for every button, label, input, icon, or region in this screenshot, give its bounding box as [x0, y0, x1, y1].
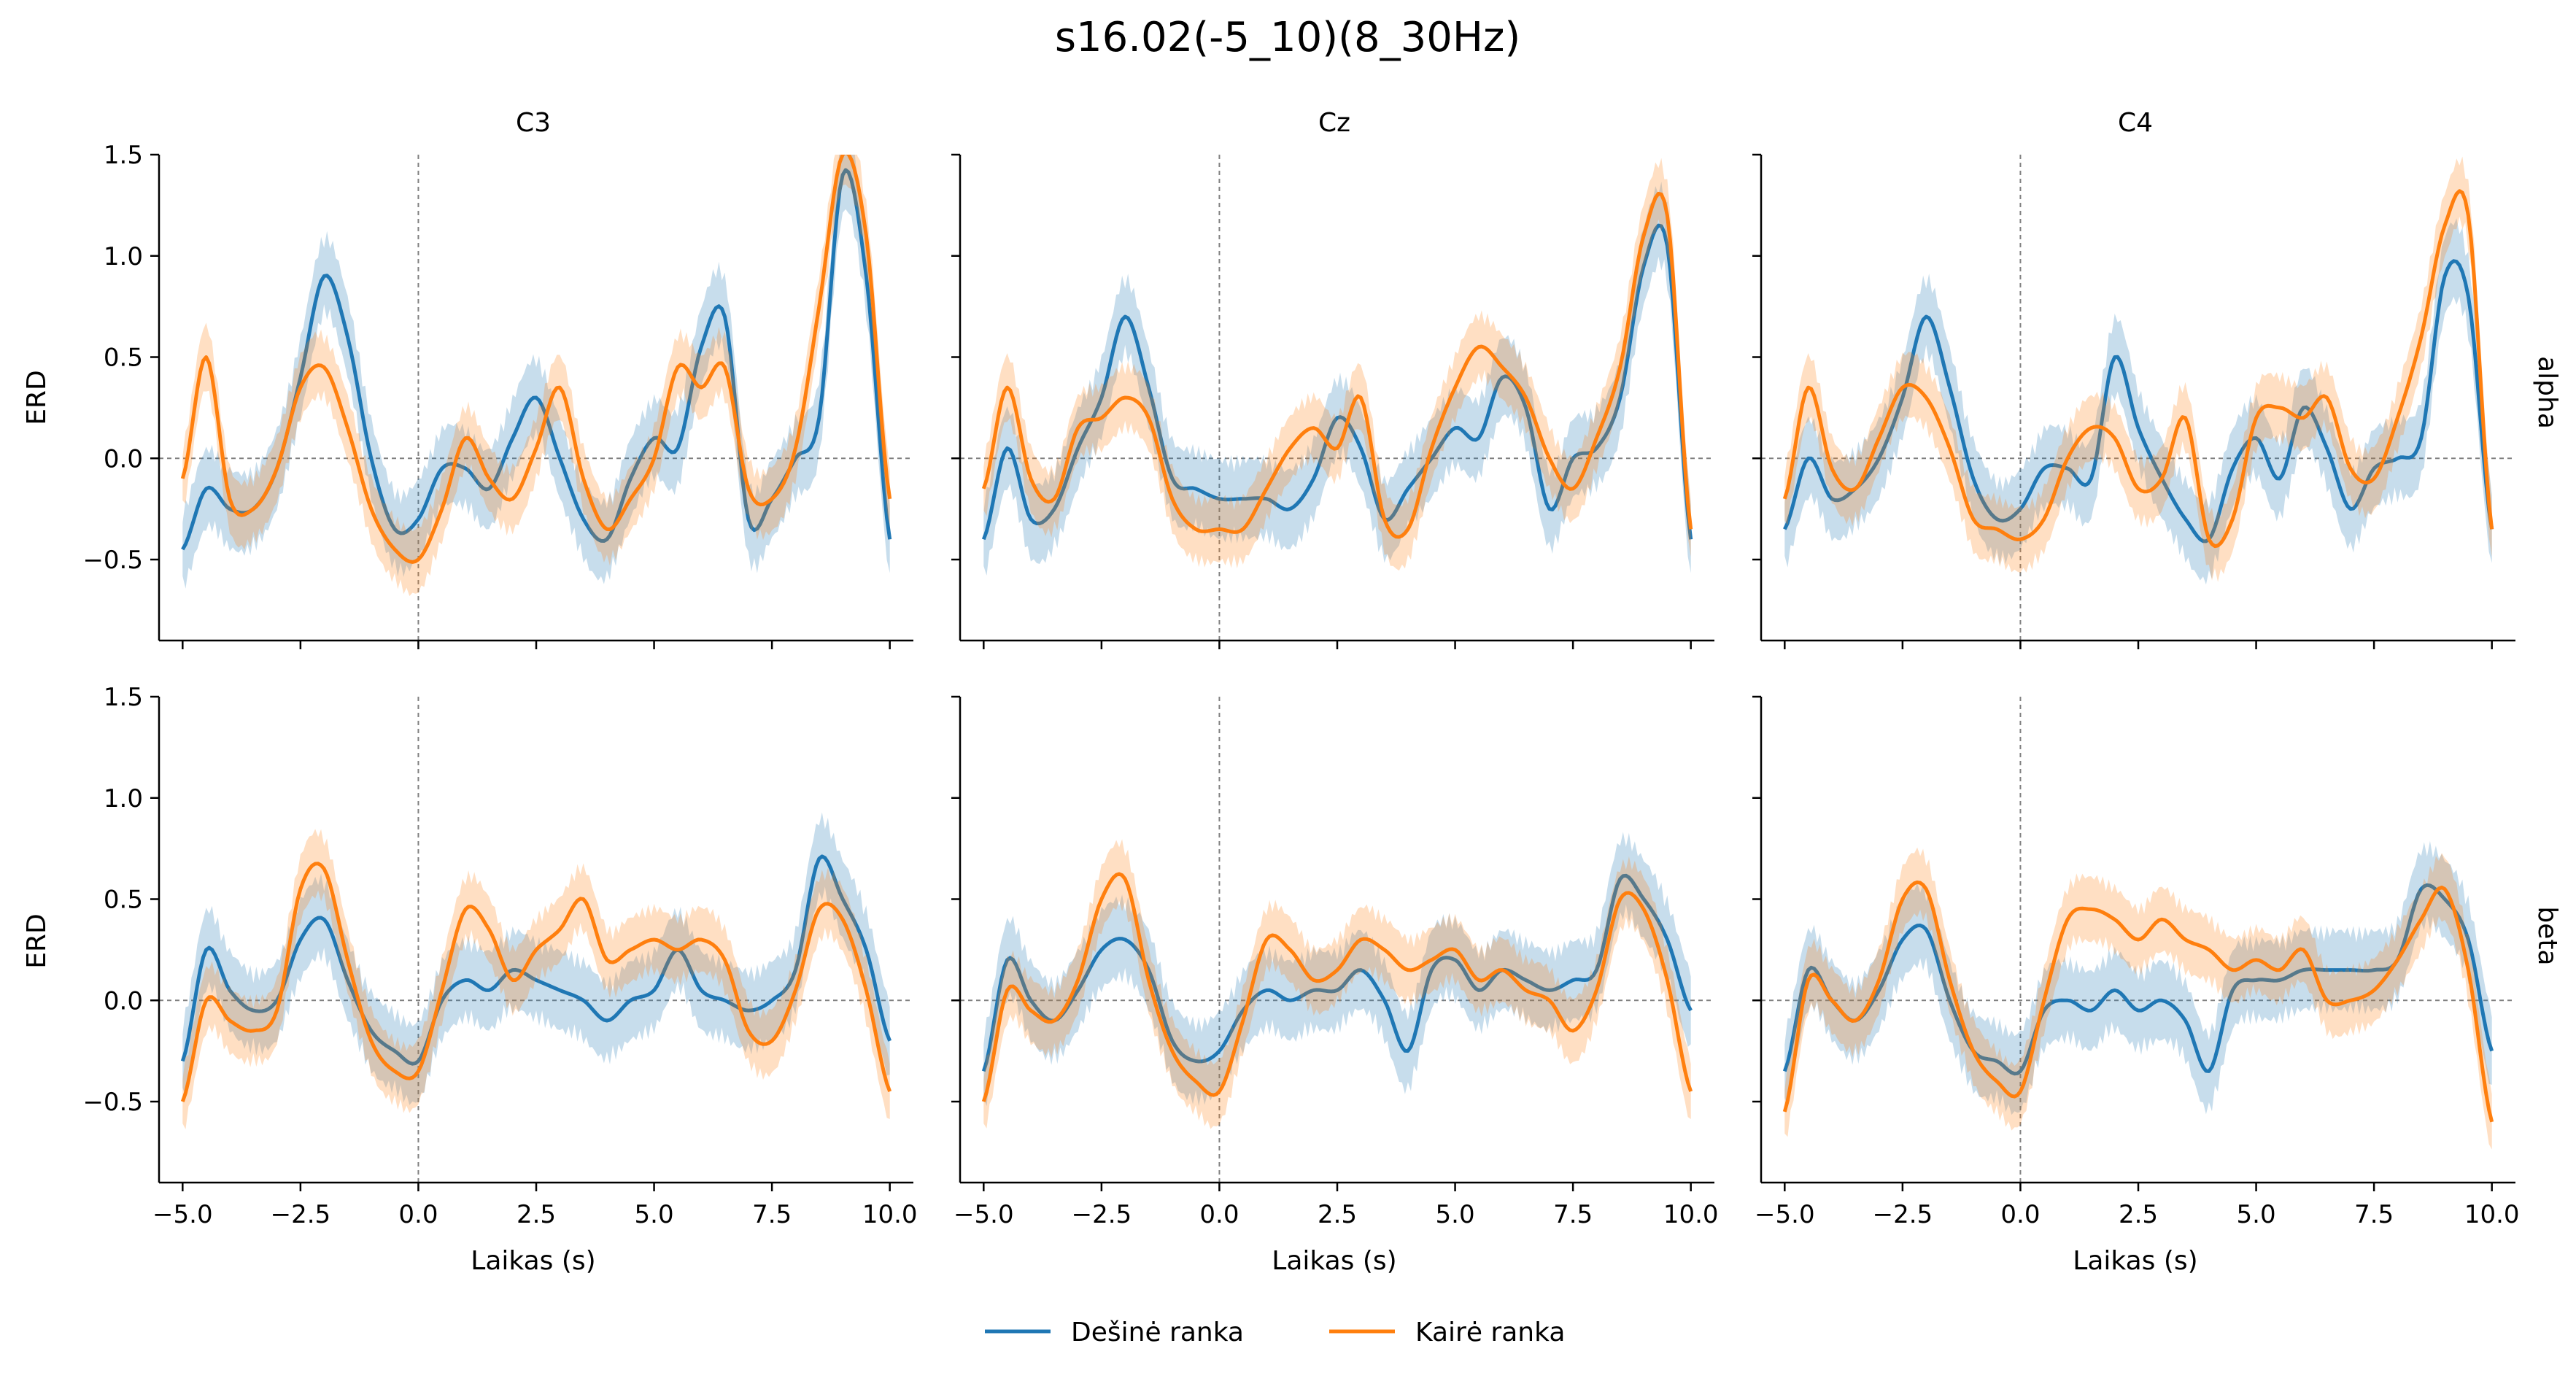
x-tick-label-c3-beta: 10.0: [862, 1200, 918, 1229]
line-right-hand-c4-alpha: [1783, 259, 2494, 543]
x-tick-label-c3-beta: 2.5: [517, 1200, 556, 1229]
panel-c4-beta: −5.0 −2.5 0.0 2.5 5.0 7.5 10.0: [1752, 695, 2520, 1229]
series-group-c4-beta: [1782, 840, 2494, 1150]
legend-label-right-hand: Dešinė ranka: [1071, 1318, 1244, 1347]
x-tick-label-c4-beta: 0.0: [2000, 1200, 2040, 1229]
band-right-hand-c3-beta: [182, 812, 890, 1105]
ylabel-beta: ERD: [22, 913, 52, 968]
panel-c3-alpha: −0.5 0.0 0.5 1.0 1.5: [82, 141, 913, 649]
panel-c3-beta: −0.5 0.0 0.5 1.0 1.5 −5.0 −2.5 0.0 2.5 5.0 7.5 10.0: [82, 683, 917, 1229]
col-title-c3: C3: [516, 108, 551, 138]
x-tick-label-c3-beta: 5.0: [635, 1200, 674, 1229]
series-group-c3-beta: [180, 812, 892, 1129]
x-tick-label-c4-beta: 2.5: [2119, 1200, 2158, 1229]
panels-group: −0.5 0.0 0.5 1.0 1.5 −0.5 0.0 0.5 1.0 1.5 −5.0 −2.5…: [82, 141, 2520, 1229]
figure-title: s16.02(-5_10)(8_30Hz): [1055, 14, 1520, 61]
col-title-cz: Cz: [1318, 108, 1350, 138]
row-label-beta: beta: [2532, 906, 2562, 965]
line-left-hand-c3-beta: [180, 862, 892, 1102]
y-tick-label-c3-beta: 0.5: [104, 886, 143, 915]
xlabel-cz: Laikas (s): [1272, 1246, 1396, 1276]
band-left-hand-c4-beta: [1784, 847, 2492, 1150]
y-tick-label-c3-alpha: −0.5: [82, 546, 143, 575]
ylabel-alpha: ERD: [22, 370, 52, 425]
band-left-hand-cz-beta: [983, 839, 1691, 1129]
legend: Dešinė ranka Kairė ranka: [985, 1318, 1565, 1347]
series-group-cz-alpha: [981, 158, 1693, 576]
series-group-c4-alpha: [1782, 156, 2494, 585]
x-tick-label-c3-beta: 7.5: [752, 1200, 792, 1229]
x-tick-label-cz-beta: −2.5: [1072, 1200, 1132, 1229]
x-tick-label-c3-beta: −2.5: [271, 1200, 331, 1229]
panel-cz-alpha: [951, 153, 1714, 649]
line-left-hand-c4-alpha: [1782, 189, 2494, 549]
y-tick-label-c3-beta: −0.5: [82, 1088, 143, 1117]
band-left-hand-c4-alpha: [1784, 156, 2492, 582]
x-tick-label-cz-beta: 7.5: [1553, 1200, 1593, 1229]
x-tick-label-c3-beta: 0.0: [398, 1200, 438, 1229]
series-group-cz-beta: [981, 832, 1693, 1129]
col-title-c4: C4: [2118, 108, 2153, 138]
x-tick-label-cz-beta: 5.0: [1436, 1200, 1475, 1229]
x-tick-label-c4-beta: 10.0: [2464, 1200, 2520, 1229]
series-group-c3-alpha: [180, 155, 892, 596]
band-right-hand-c3-alpha: [182, 155, 890, 589]
x-tick-label-cz-beta: −5.0: [954, 1200, 1014, 1229]
panel-c4-alpha: [1752, 153, 2515, 649]
x-tick-label-c4-beta: 5.0: [2237, 1200, 2276, 1229]
line-right-hand-cz-beta: [981, 873, 1693, 1072]
line-right-hand-c3-beta: [180, 854, 892, 1066]
y-tick-label-c3-alpha: 1.0: [104, 242, 143, 271]
x-tick-label-cz-beta: 0.0: [1199, 1200, 1239, 1229]
line-right-hand-cz-alpha: [981, 223, 1693, 541]
band-right-hand-c4-alpha: [1784, 218, 2492, 585]
legend-label-left-hand: Kairė ranka: [1415, 1318, 1565, 1347]
band-right-hand-c4-beta: [1784, 840, 2492, 1115]
line-left-hand-c3-alpha: [180, 155, 892, 564]
x-tick-label-cz-beta: 2.5: [1318, 1200, 1357, 1229]
xlabel-c4: Laikas (s): [2073, 1246, 2197, 1276]
band-right-hand-cz-alpha: [983, 182, 1691, 576]
x-tick-label-cz-beta: 10.0: [1663, 1200, 1719, 1229]
x-tick-label-c3-beta: −5.0: [152, 1200, 213, 1229]
y-tick-label-c3-alpha: 0.0: [104, 444, 143, 473]
y-tick-label-c3-beta: 0.0: [104, 986, 143, 1016]
x-tick-label-c4-beta: −5.0: [1755, 1200, 1815, 1229]
line-left-hand-c4-beta: [1782, 880, 2494, 1123]
band-left-hand-c3-alpha: [182, 155, 890, 596]
band-left-hand-cz-alpha: [983, 158, 1691, 571]
y-tick-label-c3-beta: 1.5: [104, 683, 143, 712]
x-tick-label-c4-beta: −2.5: [1873, 1200, 1933, 1229]
xlabel-c3: Laikas (s): [471, 1246, 595, 1276]
panel-cz-beta: −5.0 −2.5 0.0 2.5 5.0 7.5 10.0: [951, 695, 1719, 1229]
line-left-hand-cz-beta: [981, 872, 1693, 1102]
line-left-hand-cz-alpha: [981, 191, 1693, 539]
y-tick-label-c3-alpha: 1.5: [104, 141, 143, 170]
x-tick-label-c4-beta: 7.5: [2354, 1200, 2394, 1229]
y-tick-label-c3-beta: 1.0: [104, 784, 143, 813]
line-right-hand-c4-beta: [1782, 883, 2494, 1076]
row-label-alpha: alpha: [2532, 356, 2562, 429]
y-tick-label-c3-alpha: 0.5: [104, 344, 143, 373]
